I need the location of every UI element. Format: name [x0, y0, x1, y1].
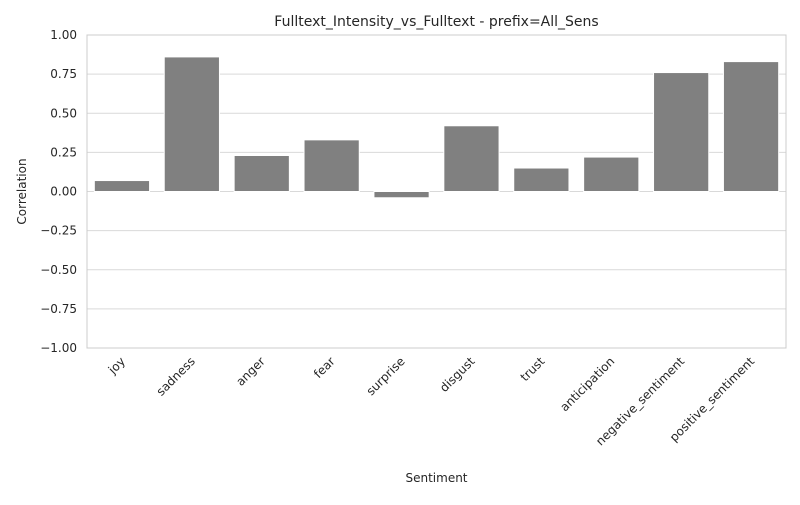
- y-tick-label: −0.75: [40, 302, 77, 316]
- x-tick-label: trust: [518, 354, 548, 384]
- y-tick-label: 0.50: [50, 106, 77, 120]
- y-tick-labels: 1.00 0.75 0.50 0.25 0.00 −0.25 −0.50 −0.75 −1.00: [40, 28, 77, 355]
- bar-negative_sentiment: [653, 72, 710, 192]
- x-tick-label: fear: [311, 354, 338, 381]
- bar-disgust: [443, 125, 500, 192]
- y-tick-label: 0.75: [50, 67, 77, 81]
- bar-joy: [93, 180, 151, 192]
- x-tick-label: surprise: [364, 354, 408, 398]
- y-tick-label: 1.00: [50, 28, 77, 42]
- bar-anticipation: [583, 156, 640, 193]
- x-tick-label: disgust: [437, 354, 478, 395]
- bar-positive_sentiment: [722, 61, 780, 193]
- plot-frame: [86, 34, 787, 349]
- y-tick-label: −0.25: [40, 224, 77, 238]
- y-tick-label: 0.25: [50, 145, 77, 159]
- y-tick-label: −0.50: [40, 263, 77, 277]
- x-tick-labels: joy sadness anger fear surprise disgust trust a…: [105, 354, 757, 448]
- bar-trust: [513, 167, 570, 192]
- bar-surprise: [373, 191, 430, 199]
- bar-sadness: [163, 56, 220, 192]
- y-axis-title: Correlation: [15, 158, 29, 224]
- bar-anger: [233, 155, 290, 193]
- x-tick-label: anticipation: [557, 354, 617, 414]
- x-tick-label: anger: [233, 354, 268, 389]
- bar-fear: [303, 139, 360, 192]
- y-tick-label: 0.00: [50, 185, 77, 199]
- x-tick-label: sadness: [154, 354, 198, 398]
- chart-title: Fulltext_Intensity_vs_Fulltext - prefix=…: [274, 14, 598, 30]
- x-axis-title: Sentiment: [405, 471, 467, 485]
- x-tick-label: joy: [105, 354, 128, 377]
- bar-layer: [93, 56, 780, 199]
- y-tick-label: −1.00: [40, 341, 77, 355]
